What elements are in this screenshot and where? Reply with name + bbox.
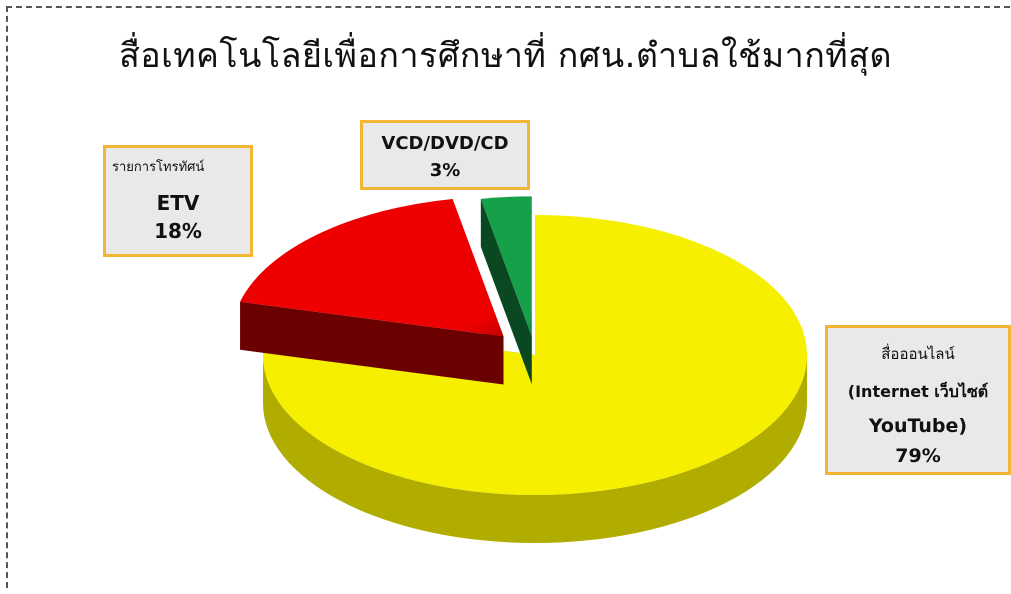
data-label-online-value: 79% [895, 445, 941, 467]
chart-title: สื่อเทคโนโลยีเพื่อการศึกษาที่ กศน.ตำบลใช… [118, 36, 893, 76]
chart-frame [6, 6, 1010, 588]
data-label-online-line3: YouTube) [868, 415, 968, 437]
data-label-vcd-line1: VCD/DVD/CD [381, 133, 509, 154]
pie-slice-etv [240, 199, 504, 385]
data-label-vcd-value: 3% [429, 160, 461, 181]
data-label-vcd: VCD/DVD/CD 3% [360, 120, 530, 190]
pie-slice-vcd [480, 196, 532, 385]
data-label-online-line1: สื่อออนไลน์ [881, 345, 955, 363]
data-label-etv-value: 18% [154, 219, 202, 243]
data-label-online: สื่อออนไลน์ (Internet เว็บไซต์ YouTube) … [825, 325, 1011, 475]
data-label-online-line2: (Internet เว็บไซต์ [847, 382, 989, 401]
data-label-etv-line2: ETV [156, 191, 200, 215]
data-label-etv-line1: รายการโทรทัศน์ [112, 160, 205, 175]
data-label-etv: รายการโทรทัศน์ ETV 18% [103, 145, 253, 257]
